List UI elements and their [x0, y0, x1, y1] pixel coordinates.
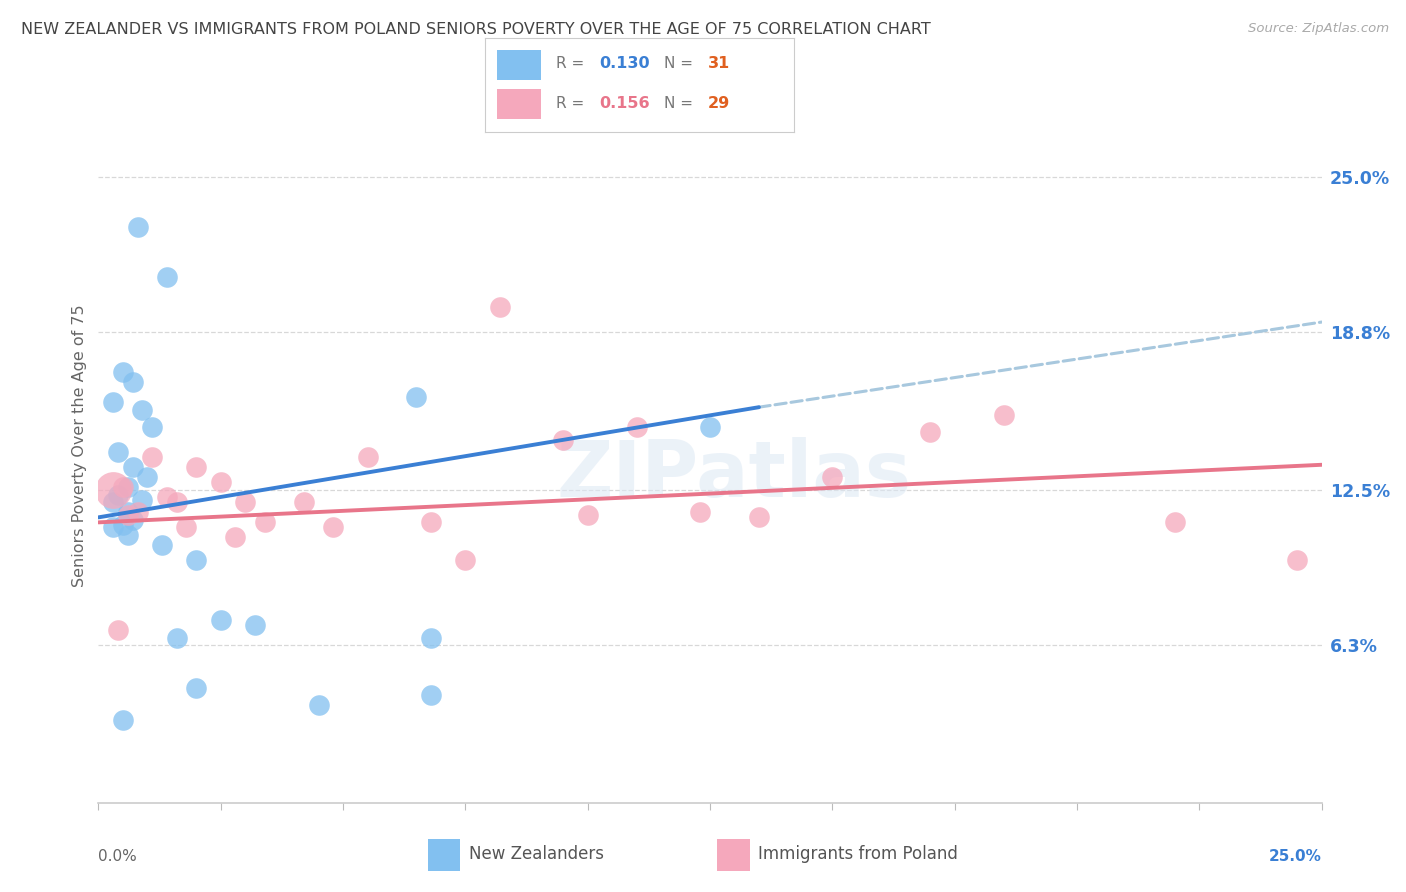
Point	[292, 495, 315, 509]
Point	[1286, 553, 1309, 567]
FancyBboxPatch shape	[717, 839, 749, 871]
Text: 25.0%: 25.0%	[1268, 849, 1322, 864]
Point	[131, 492, 153, 507]
Point	[121, 460, 143, 475]
Y-axis label: Seniors Poverty Over the Age of 75: Seniors Poverty Over the Age of 75	[72, 305, 87, 587]
Point	[626, 420, 648, 434]
Point	[101, 520, 124, 534]
Text: Immigrants from Poland: Immigrants from Poland	[758, 845, 959, 863]
FancyBboxPatch shape	[427, 839, 460, 871]
FancyBboxPatch shape	[498, 50, 541, 79]
Text: R =: R =	[557, 56, 585, 71]
Point	[209, 475, 232, 490]
Point	[689, 505, 711, 519]
Point	[111, 480, 134, 494]
Point	[111, 365, 134, 379]
Point	[420, 688, 443, 702]
Point	[111, 713, 134, 727]
Point	[176, 520, 198, 534]
Point	[121, 375, 143, 389]
Text: Source: ZipAtlas.com: Source: ZipAtlas.com	[1249, 22, 1389, 36]
Point	[127, 219, 149, 234]
Text: 0.156: 0.156	[599, 96, 650, 112]
Point	[186, 553, 208, 567]
Text: 31: 31	[707, 56, 730, 71]
Point	[101, 395, 124, 409]
Point	[117, 508, 139, 522]
Point	[186, 681, 208, 695]
Point	[117, 480, 139, 494]
Point	[356, 450, 378, 465]
Text: N =: N =	[665, 56, 693, 71]
Point	[131, 402, 153, 417]
Point	[101, 495, 124, 509]
Text: ZIPatlas: ZIPatlas	[557, 436, 912, 513]
Point	[454, 553, 477, 567]
Point	[420, 516, 443, 530]
Point	[748, 510, 770, 524]
Point	[136, 470, 159, 484]
Point	[166, 631, 188, 645]
Point	[117, 505, 139, 519]
Point	[107, 623, 129, 637]
Point	[107, 488, 129, 502]
Point	[420, 631, 443, 645]
Point	[553, 433, 575, 447]
Point	[405, 390, 427, 404]
Point	[121, 513, 143, 527]
Text: R =: R =	[557, 96, 585, 112]
Point	[253, 516, 276, 530]
Point	[186, 460, 208, 475]
Text: N =: N =	[665, 96, 693, 112]
Point	[111, 517, 134, 532]
Point	[127, 505, 149, 519]
Point	[1164, 516, 1187, 530]
Point	[101, 483, 124, 497]
Point	[141, 450, 163, 465]
Point	[576, 508, 599, 522]
Point	[993, 408, 1015, 422]
Point	[166, 495, 188, 509]
Point	[488, 300, 510, 314]
Point	[224, 530, 246, 544]
Text: New Zealanders: New Zealanders	[470, 845, 605, 863]
Point	[117, 528, 139, 542]
Point	[920, 425, 942, 440]
Text: NEW ZEALANDER VS IMMIGRANTS FROM POLAND SENIORS POVERTY OVER THE AGE OF 75 CORRE: NEW ZEALANDER VS IMMIGRANTS FROM POLAND …	[21, 22, 931, 37]
FancyBboxPatch shape	[498, 89, 541, 119]
Point	[150, 538, 173, 552]
Point	[699, 420, 721, 434]
Point	[308, 698, 330, 713]
Point	[156, 491, 179, 505]
Point	[243, 618, 266, 632]
Point	[821, 470, 844, 484]
Point	[141, 420, 163, 434]
Point	[322, 520, 344, 534]
Point	[156, 270, 179, 285]
Point	[209, 613, 232, 627]
Text: 0.0%: 0.0%	[98, 849, 138, 864]
Text: 29: 29	[707, 96, 730, 112]
Text: 0.130: 0.130	[599, 56, 650, 71]
Point	[233, 495, 256, 509]
Point	[107, 445, 129, 459]
